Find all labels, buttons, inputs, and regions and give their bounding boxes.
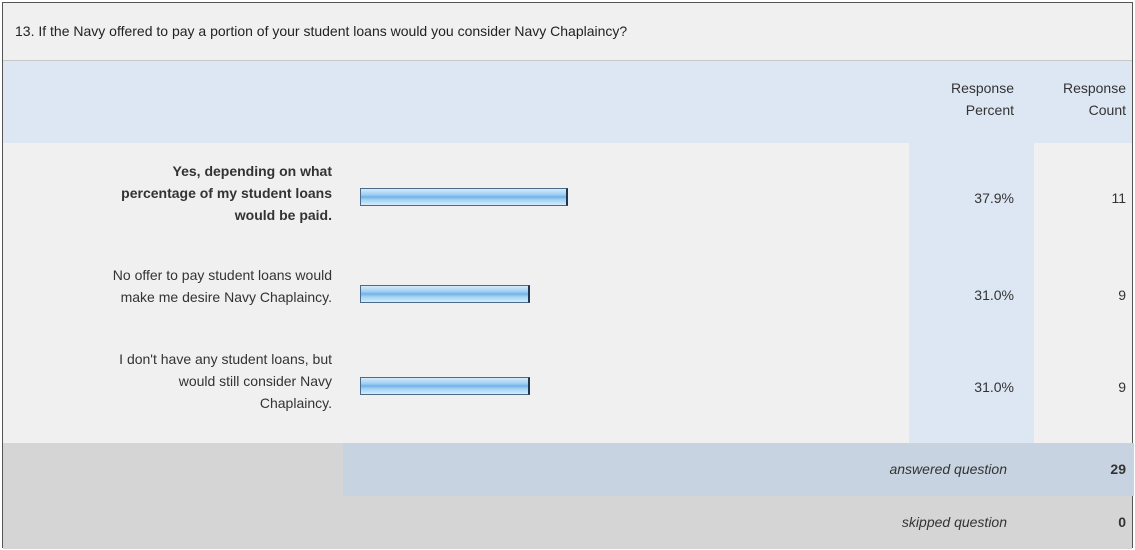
table-row: I don't have any student loans, but woul… (3, 326, 1132, 443)
answered-question-value: 29 (1110, 461, 1126, 477)
table-row: Yes, depending on what percentage of my … (3, 143, 1132, 246)
table-row: No offer to pay student loans would make… (3, 246, 1132, 326)
response-count-header-line-2: Count (1088, 102, 1126, 118)
response-percent-header-line-1: Response (950, 80, 1014, 96)
answer-label: I don't have any student loans, but woul… (119, 348, 332, 414)
answer-label: No offer to pay student loans would make… (113, 264, 332, 308)
answer-label-line: make me desire Navy Chaplaincy. (120, 289, 332, 305)
response-percent: 31.0% (974, 379, 1014, 395)
answered-question-band (343, 443, 1134, 496)
percent-column-background (909, 143, 1034, 443)
skipped-question-row: skipped question 0 (3, 496, 1132, 549)
skipped-question-value: 0 (1118, 514, 1126, 530)
response-count-header-line-1: Response (1062, 80, 1126, 96)
answer-label-line: percentage of my student loans (121, 185, 332, 201)
response-percent: 37.9% (974, 190, 1014, 206)
response-count: 9 (1118, 379, 1126, 395)
answer-label: Yes, depending on what percentage of my … (121, 160, 332, 226)
response-count: 11 (1111, 190, 1126, 206)
answer-label-line: Yes, depending on what (172, 163, 332, 179)
answer-label-line: I don't have any student loans, but (119, 351, 332, 367)
response-percent: 31.0% (974, 287, 1014, 303)
question-title: 13. If the Navy offered to pay a portion… (15, 23, 628, 39)
response-bar (360, 188, 568, 206)
skipped-question-label: skipped question (901, 514, 1007, 530)
answer-label-line: would still consider Navy (178, 373, 332, 389)
response-count: 9 (1118, 287, 1126, 303)
answered-question-label: answered question (889, 461, 1007, 477)
response-bar (360, 285, 530, 303)
table-header-row: Response Percent Response Count (3, 61, 1132, 143)
response-percent-header-line-2: Percent (965, 102, 1014, 118)
response-percent-header: Response Percent (909, 77, 1014, 121)
answered-question-row: answered question 29 (3, 443, 1134, 496)
answer-label-line: Chaplaincy. (259, 395, 332, 411)
response-count-header: Response Count (1034, 77, 1126, 121)
question-title-bar: 13. If the Navy offered to pay a portion… (3, 3, 1132, 61)
answer-label-line: No offer to pay student loans would (112, 267, 332, 283)
response-bar (360, 377, 530, 395)
answer-label-line: would be paid. (234, 207, 332, 223)
